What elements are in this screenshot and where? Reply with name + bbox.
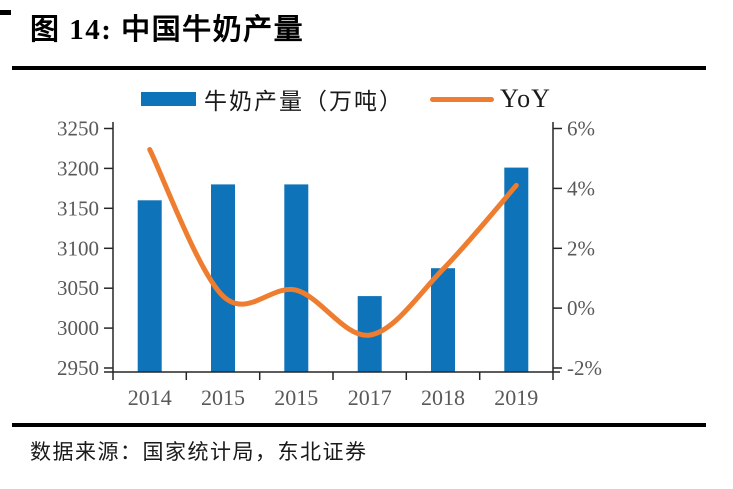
x-axis-label: 2014 (128, 385, 172, 410)
right-axis-label: 0% (567, 296, 595, 320)
x-axis-label: 2015 (201, 385, 245, 410)
x-axis-label: 2017 (348, 385, 392, 410)
left-axis-label: 2950 (57, 356, 99, 380)
left-axis-label: 3050 (57, 276, 99, 300)
table-border-fragment (0, 10, 11, 15)
right-axis-label: 4% (567, 176, 595, 200)
axes-group (104, 122, 562, 380)
legend-bar-swatch (141, 92, 196, 106)
left-axis-label: 3200 (57, 156, 99, 180)
left-axis-label: 3150 (57, 196, 99, 220)
bar-2014 (137, 200, 162, 372)
figure-title: 图 14: 中国牛奶产量 (30, 14, 305, 46)
bar-2015 (211, 184, 235, 372)
left-axis-label: 3100 (57, 236, 99, 260)
yoy-line (147, 147, 519, 338)
left-axis-label: 3250 (57, 117, 99, 141)
legend-bar-label: 牛奶产量（万吨） (204, 89, 404, 114)
legend-line-swatch (430, 96, 494, 102)
chart-legend: 牛奶产量（万吨） YoY (141, 84, 551, 114)
right-axis-label: -2% (567, 356, 602, 380)
data-source: 数据来源：国家统计局，东北证券 (30, 440, 368, 464)
x-axis-label: 2015 (274, 385, 318, 410)
left-axis-label: 3000 (57, 316, 99, 340)
footer-divider (12, 423, 706, 427)
right-axis-label: 6% (567, 117, 595, 141)
bar-2019 (504, 167, 529, 372)
legend-line-label: YoY (500, 84, 551, 113)
x-axis-label: 2018 (421, 385, 465, 410)
bars-group (137, 167, 529, 372)
title-divider (12, 66, 706, 70)
axis-labels-group: 3250 3200 3150 3100 3050 3000 2950 6% 4% 2% 0% -2% 2… (57, 117, 602, 411)
bar-2015 (284, 184, 309, 372)
x-axis-label: 2019 (494, 385, 538, 410)
right-axis-label: 2% (567, 236, 595, 260)
bar-2018 (431, 268, 455, 372)
